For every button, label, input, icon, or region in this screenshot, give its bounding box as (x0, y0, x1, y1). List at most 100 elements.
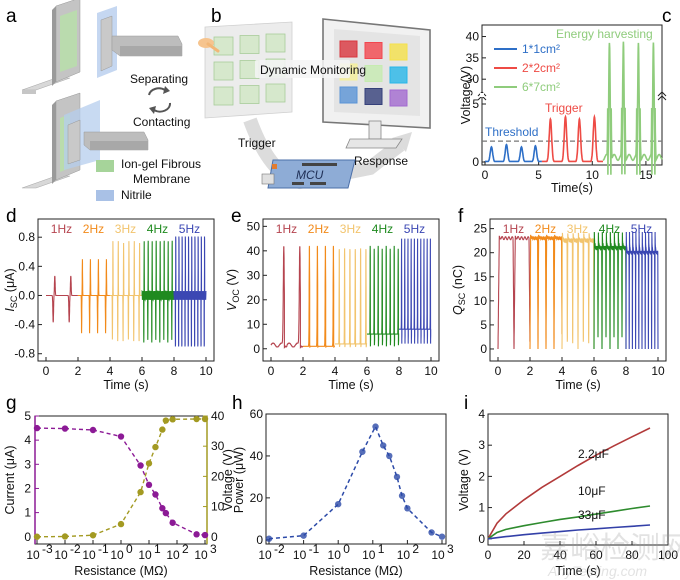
y-axis-label: QSC (nC) (451, 265, 467, 315)
y-tick-label: 0 (478, 532, 485, 546)
series-label-33μF: 33μF (578, 508, 606, 522)
panel-label-c: c (662, 6, 672, 27)
y-tick-label: 0 (256, 533, 263, 547)
y-tick-label-left: 1 (24, 506, 31, 520)
x-tick-label: 0 (43, 364, 50, 378)
x-tick-label: 100 (658, 548, 678, 562)
x-tick-label: 6 (364, 364, 371, 378)
y-axis-label: Voltage(V) (459, 66, 473, 124)
y-tick-label: 0 (472, 155, 479, 169)
x-tick-label: 0 (268, 364, 275, 378)
annotation-energy-harvesting: Energy harvesting (556, 27, 653, 41)
series-line-5Hz (173, 236, 207, 347)
data-point-power (404, 505, 411, 512)
data-point-voltage (137, 488, 144, 496)
data-point-current (61, 425, 69, 432)
x-tick-label: 10 (586, 168, 600, 182)
y-tick-label: 35 (466, 51, 480, 65)
data-point-power (398, 492, 406, 499)
x-tick-label: 80 (625, 548, 639, 562)
x-tick-exponent: 3 (447, 542, 454, 556)
y-axis-label: ISC (μA) (3, 268, 19, 311)
series-label-1Hz: 1Hz (503, 222, 524, 236)
x-tick-label: 6 (139, 364, 146, 378)
y-tick-label: 50 (247, 219, 261, 233)
panel-label-f: f (458, 206, 464, 227)
plot-frame-h (265, 413, 447, 545)
y-tick-label: 5 (472, 97, 479, 111)
series-line-1Hz (497, 235, 531, 350)
y-axis-label: VOC (V) (225, 269, 241, 311)
series-label-4Hz: 4Hz (147, 222, 168, 236)
data-point-voltage (117, 520, 125, 528)
y-tick-label: 20 (247, 293, 261, 307)
series-line-3Hz (335, 248, 368, 348)
plot-frame-f (489, 218, 667, 362)
series-line-2Hz (303, 245, 335, 348)
x-tick-label: 20 (517, 548, 531, 562)
cycle-arrows-icon (148, 86, 171, 114)
data-point-voltage (152, 443, 159, 451)
watermark-en: AnyTesting.com (547, 563, 647, 579)
x-tick-label: 2 (527, 364, 534, 378)
x-tick-label: 10 (54, 548, 68, 562)
series-line-Current (36, 427, 206, 536)
x-tick-exponent: 1 (378, 542, 385, 556)
panel-label-g: g (6, 393, 17, 414)
series-label-4Hz: 4Hz (599, 222, 620, 236)
x-tick-label: 10 (82, 548, 96, 562)
sensor-tile (239, 35, 260, 54)
x-axis-label: Resistance (MΩ) (309, 564, 402, 578)
series-label-3Hz: 3Hz (340, 222, 361, 236)
y-axis-label: Voltage (V) (457, 449, 471, 511)
monitor-tile (339, 40, 358, 58)
x-tick-label: 0 (485, 548, 492, 562)
x-tick-exponent: -3 (42, 542, 53, 556)
data-point-voltage (89, 532, 97, 539)
y-tick-label: 20 (250, 491, 264, 505)
panel-g: g10 -3 10 -2 10 -1 10 0 10 1 10 2 10 3012345010203040… (3, 393, 235, 578)
panel-e: e 0 2 4 6 8 10 0 10 20 30 40 50 1Hz 2Hz 3Hz 4Hz 5Hz Time (… (225, 206, 440, 392)
y-tick-label: 0.0 (18, 288, 35, 302)
panel-label-h: h (232, 393, 243, 414)
data-point-power (386, 452, 393, 460)
data-point-current (201, 531, 209, 539)
panel-c: c 0 5 10 15 0 5 30 35 40 1*1cm² 2*2cm² 6*7cm² Energy … (459, 6, 672, 195)
panel-f: f 0 2 4 6 8 10 0 5 10 15 20 25 1Hz 2Hz 3Hz 4Hz 5Hz Time (s… (451, 206, 667, 392)
series-line-2.2μF (487, 427, 651, 540)
series-line-1Hz (270, 246, 304, 349)
series-label-3Hz: 3Hz (115, 222, 136, 236)
data-point-power (300, 532, 307, 539)
data-point-current (89, 426, 97, 434)
state-separating: Separating (130, 72, 188, 86)
series-label-2Hz: 2Hz (83, 222, 104, 236)
legend-label: 2*2cm² (522, 61, 560, 75)
mcu-label: MCU (296, 168, 324, 182)
sensor-array-panel (198, 21, 293, 119)
data-point-current (117, 433, 125, 440)
series-line-6*7cm² (602, 41, 663, 175)
x-tick-label: 5 (535, 168, 542, 182)
series-label-2.2μF: 2.2μF (578, 447, 609, 461)
y-tick-label: 5 (480, 318, 487, 332)
x-tick-label: 4 (559, 364, 566, 378)
data-point-power (438, 533, 446, 540)
series-line-3Hz (561, 232, 595, 350)
panel-label-b: b (211, 6, 222, 27)
annotation-threshold: Threshold (485, 125, 538, 139)
trigger-label: Trigger (238, 136, 276, 150)
y-axis-label: Power (μW) (232, 447, 246, 513)
y-tick-label: -0.8 (14, 347, 35, 361)
series-line-2Hz (529, 234, 563, 350)
x-tick-exponent: 1 (154, 542, 161, 556)
y-tick-label-left: 2 (24, 481, 31, 495)
data-point-current (162, 509, 170, 517)
x-tick-exponent: -2 (274, 542, 285, 556)
x-axis-label: Time (s) (103, 378, 148, 392)
data-point-current (169, 519, 176, 526)
series-line-5Hz (625, 231, 659, 350)
x-axis-label: Time (s) (555, 378, 600, 392)
y-tick-label: 10 (247, 317, 261, 331)
x-tick-label: 10 (431, 548, 445, 562)
